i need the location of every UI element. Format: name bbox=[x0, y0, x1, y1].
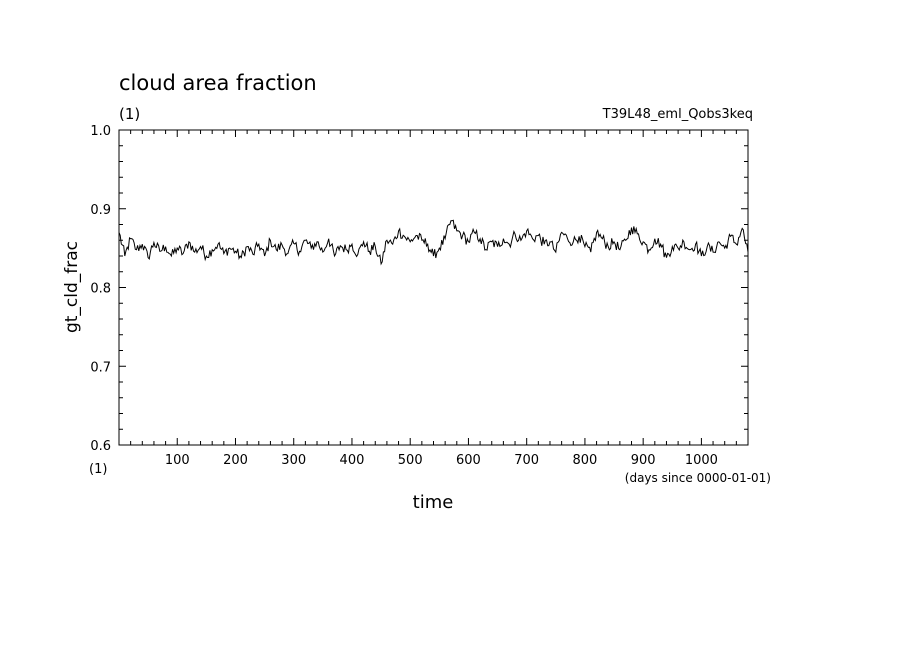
x-tick-label: 800 bbox=[573, 453, 598, 468]
x-axis-units: (days since 0000-01-01) bbox=[625, 471, 771, 485]
x-tick-label: 900 bbox=[631, 453, 656, 468]
y-tick-label: 1.0 bbox=[90, 124, 111, 139]
y-tick-label: 0.7 bbox=[90, 360, 111, 375]
x-tick-label: 1000 bbox=[685, 453, 718, 468]
run-label: T39L48_eml_Qobs3keq bbox=[602, 107, 753, 122]
x-tick-label: 500 bbox=[398, 453, 423, 468]
y-axis-label: gt_cld_frac bbox=[62, 241, 82, 333]
x-tick-label: 200 bbox=[223, 453, 248, 468]
plot-frame bbox=[118, 129, 749, 446]
y-unit-tick-label: (1) bbox=[89, 462, 107, 477]
y-tick-label: 0.8 bbox=[90, 282, 111, 297]
chart-subtitle: (1) bbox=[119, 105, 140, 123]
x-tick-labels: 100 200 300 400 500 600 700 800 900 1000 bbox=[165, 453, 718, 468]
y-tick-label: 0.9 bbox=[90, 203, 111, 218]
y-tick-label: 0.6 bbox=[90, 439, 111, 454]
x-tick-label: 100 bbox=[165, 453, 190, 468]
y-tick-labels: 0.6 0.7 0.8 0.9 1.0 bbox=[90, 124, 111, 454]
x-axis-label: time bbox=[413, 492, 454, 513]
x-tick-label: 300 bbox=[281, 453, 306, 468]
x-tick-label: 400 bbox=[340, 453, 365, 468]
series-line-cloud-fraction bbox=[118, 219, 749, 266]
chart-title: cloud area fraction bbox=[119, 71, 317, 95]
axis-ticks bbox=[119, 130, 748, 445]
x-tick-label: 700 bbox=[514, 453, 539, 468]
x-tick-label: 600 bbox=[456, 453, 481, 468]
